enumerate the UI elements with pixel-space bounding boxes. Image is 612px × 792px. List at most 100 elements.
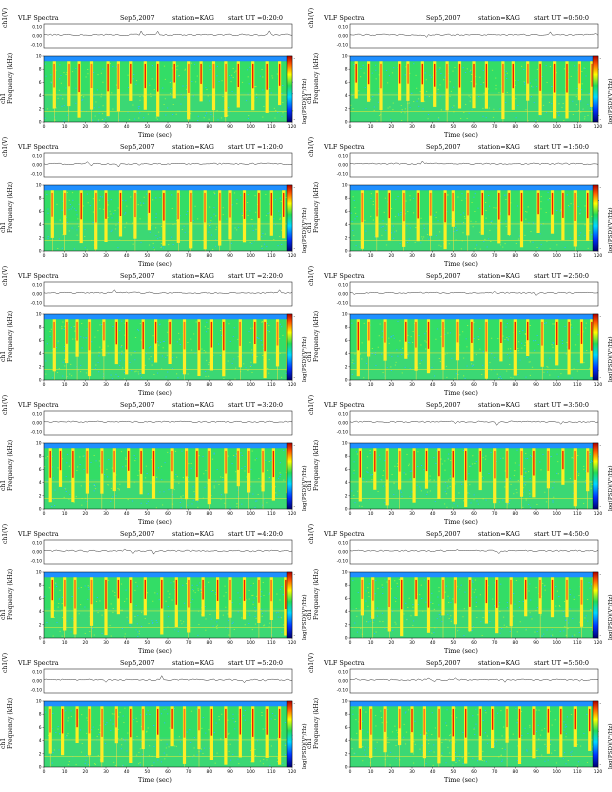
noise-speckle <box>417 466 419 467</box>
x-tick-label: 40 <box>124 253 130 259</box>
noise-speckle <box>523 468 526 470</box>
top-y-tick-label: 0.10 <box>32 541 42 547</box>
burst-red <box>560 708 562 735</box>
noise-speckle <box>439 67 441 69</box>
burst-red <box>415 579 417 600</box>
burst-red <box>78 63 80 93</box>
y-tick-label: 0 <box>345 249 348 255</box>
top-axis-label: ch1(V) <box>2 265 9 286</box>
noise-speckle <box>118 488 120 490</box>
x-tick-label: 20 <box>83 640 89 646</box>
noise-speckle <box>372 219 374 221</box>
spectrogram-panel-11: VLF Spectra Sep5,2007 station=KAG start … <box>0 653 308 786</box>
panel-start-time: start UT =4:20:0 <box>228 530 283 538</box>
noise-speckle <box>234 456 236 458</box>
noise-speckle <box>124 636 126 638</box>
noise-speckle <box>579 212 581 214</box>
noise-speckle <box>44 63 47 65</box>
noise-speckle <box>282 112 284 114</box>
noise-speckle <box>254 459 256 461</box>
x-tick-label: 70 <box>186 253 192 259</box>
noise-speckle <box>506 626 508 627</box>
noise-speckle <box>355 608 357 609</box>
noise-speckle <box>261 321 263 323</box>
noise-speckle <box>67 720 69 722</box>
noise-speckle <box>249 614 251 616</box>
x-tick-label: 120 <box>288 511 297 517</box>
x-tick-label: 0 <box>43 253 46 259</box>
top-y-tick-label: 0.10 <box>32 25 42 31</box>
x-tick-label: 90 <box>533 382 539 388</box>
burst-red <box>417 192 419 219</box>
colorbar <box>286 184 293 252</box>
noise-speckle <box>96 610 98 611</box>
noise-speckle <box>215 229 217 231</box>
noise-speckle <box>530 616 532 618</box>
x-tick-label: 10 <box>368 124 374 130</box>
colorbar-tick-label: - <box>294 505 296 510</box>
noise-speckle <box>545 501 548 503</box>
burst-red <box>105 579 107 609</box>
top-y-tick-label: -0.10 <box>31 688 43 694</box>
noise-speckle <box>246 69 249 71</box>
noise-speckle <box>250 468 252 470</box>
noise-speckle <box>76 234 78 236</box>
noise-speckle <box>259 75 261 77</box>
noise-speckle <box>229 743 231 745</box>
noise-speckle <box>127 620 129 622</box>
noise-speckle <box>121 353 123 355</box>
noise-speckle <box>409 195 411 197</box>
noise-speckle <box>281 326 283 328</box>
noise-speckle <box>110 213 112 215</box>
noise-speckle <box>387 82 389 84</box>
panel-title: VLF Spectra <box>324 530 365 538</box>
noise-speckle <box>371 353 374 354</box>
noise-speckle <box>379 458 381 460</box>
panel-title: VLF Spectra <box>18 143 59 151</box>
waveform-line <box>44 420 293 423</box>
noise-speckle <box>570 203 572 205</box>
noise-speckle <box>559 210 561 212</box>
noise-speckle <box>379 620 381 622</box>
panel-title: VLF Spectra <box>18 659 59 667</box>
noise-speckle <box>203 117 205 119</box>
noise-speckle <box>356 453 358 455</box>
noise-speckle <box>536 335 538 336</box>
noise-speckle <box>509 631 511 632</box>
noise-speckle <box>420 465 423 466</box>
noise-speckle <box>269 88 271 90</box>
top-y-tick-label: 0.10 <box>338 25 348 31</box>
colorbar-label: log(PSD)(V²/Hz) <box>608 336 612 382</box>
noise-speckle <box>277 616 279 618</box>
top-y-tick-label: -0.10 <box>337 43 349 49</box>
noise-speckle <box>140 502 142 504</box>
noise-speckle <box>515 580 517 581</box>
noise-speckle <box>96 597 98 598</box>
y-tick-label: 10 <box>342 441 348 447</box>
noise-speckle <box>486 246 488 248</box>
noise-speckle <box>252 594 254 596</box>
noise-speckle <box>93 107 95 109</box>
noise-speckle <box>373 619 375 621</box>
noise-speckle <box>87 69 89 70</box>
noise-speckle <box>469 465 471 467</box>
noise-speckle <box>516 760 519 761</box>
noise-speckle <box>504 748 506 750</box>
noise-speckle <box>359 609 361 611</box>
waveform-line <box>43 548 293 555</box>
noise-speckle <box>279 475 281 477</box>
noise-speckle <box>368 583 370 585</box>
x-tick-label: 50 <box>451 253 457 259</box>
noise-speckle <box>241 81 244 83</box>
frequency-axis-label: ch1 Frequency (kHz) <box>0 182 14 233</box>
noise-speckle <box>494 369 496 371</box>
noise-speckle <box>126 750 128 752</box>
noise-speckle <box>229 507 231 509</box>
noise-speckle <box>439 95 441 97</box>
noise-speckle <box>584 482 587 484</box>
noise-speckle <box>67 717 70 719</box>
noise-speckle <box>67 110 69 112</box>
x-tick-label: 110 <box>573 769 582 775</box>
noise-speckle <box>446 709 448 711</box>
noise-speckle <box>57 342 59 344</box>
